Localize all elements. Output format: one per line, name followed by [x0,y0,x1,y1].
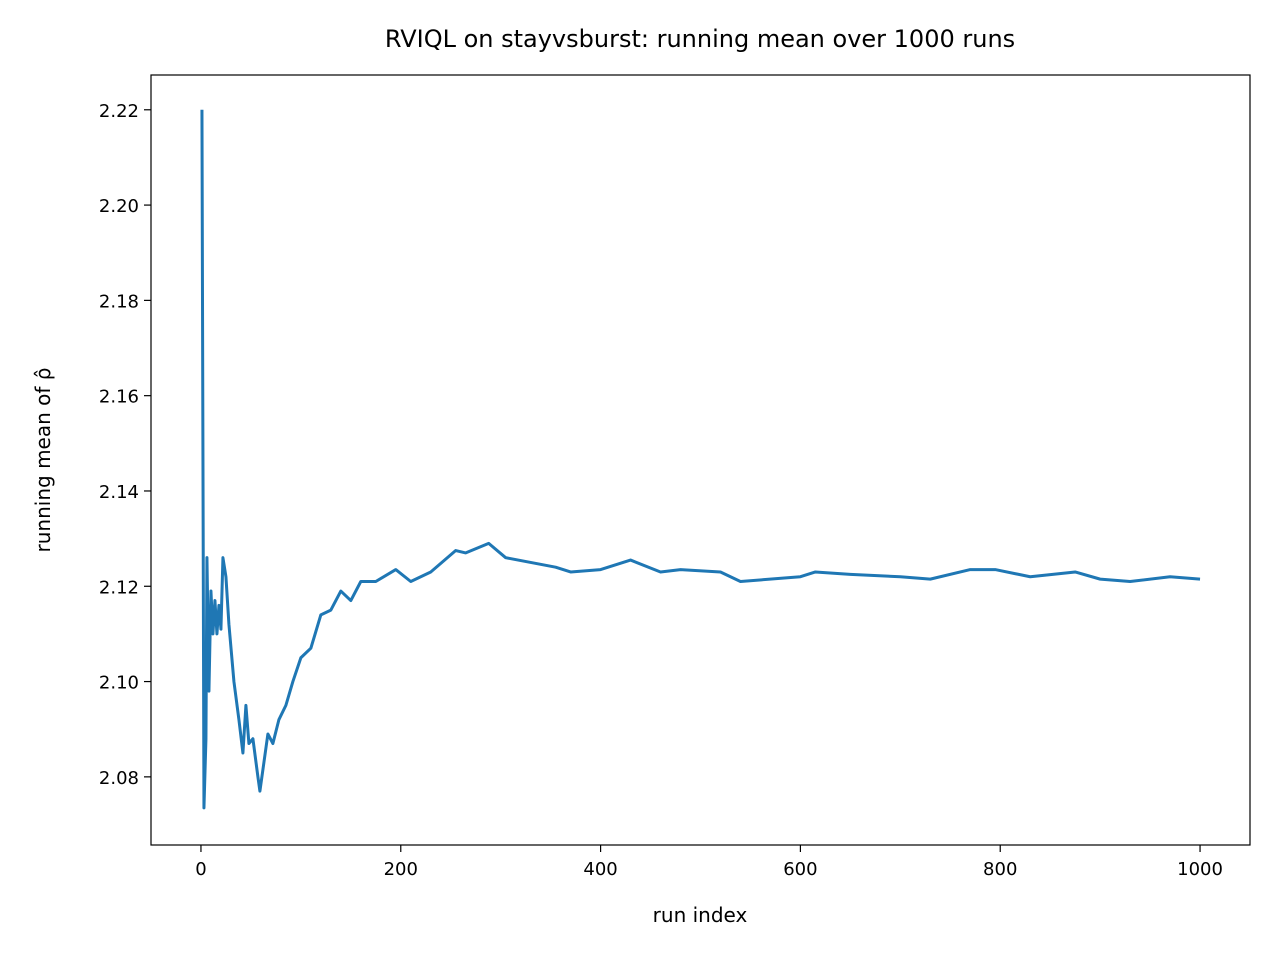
x-tick-label: 0 [195,859,206,880]
y-tick-label: 2.22 [99,101,139,122]
y-tick-label: 2.12 [99,577,139,598]
x-tick-label: 600 [783,859,817,880]
y-tick-label: 2.14 [99,482,139,503]
x-tick-label: 200 [384,859,418,880]
y-tick-label: 2.08 [99,768,139,789]
x-tick-label: 1000 [1177,859,1223,880]
y-tick-label: 2.20 [99,196,139,217]
chart-title: RVIQL on stayvsburst: running mean over … [385,25,1015,53]
x-tick-label: 400 [583,859,617,880]
plot-frame [150,74,1251,846]
y-axis-label: running mean of ρ̂ [31,368,55,553]
y-tick-label: 2.16 [99,387,139,408]
x-axis-label: run index [653,903,748,927]
line-series [200,109,1201,810]
y-tick-label: 2.18 [99,291,139,312]
y-tick-label: 2.10 [99,673,139,694]
x-tick-label: 800 [983,859,1017,880]
